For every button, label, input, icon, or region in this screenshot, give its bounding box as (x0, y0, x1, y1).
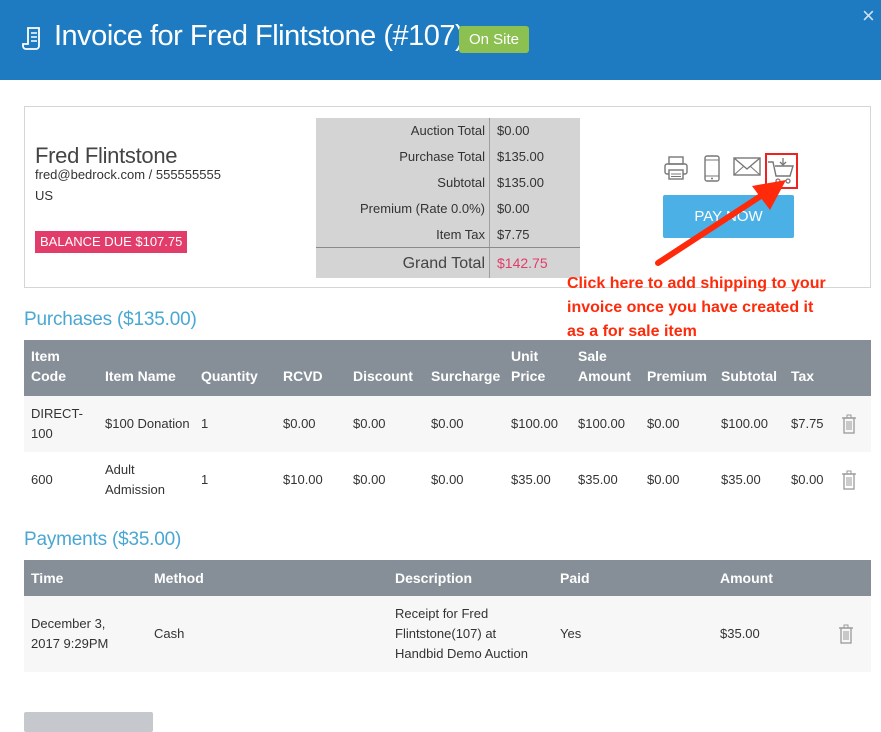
table-cell: $35.00 (713, 596, 831, 672)
table-row: December 3, 2017 9:29PM Cash Receipt for… (24, 596, 871, 672)
table-cell: 1 (194, 396, 276, 452)
table-cell: $10.00 (283, 472, 323, 487)
payments-title: Payments ($35.00) (24, 529, 182, 550)
totals-label: Subtotal (437, 175, 485, 190)
shipping-annotation: Click here to add shipping to your invoi… (567, 275, 826, 340)
column-header[interactable]: Item Name (98, 340, 194, 396)
purchases-header-row: Item Code Item Name Quantity RCVD Discou… (24, 340, 871, 396)
totals-row: Auction Total $0.00 (316, 118, 580, 144)
table-cell (831, 596, 871, 672)
table-row: 600 Adult Admission 1 $10.00 $0.00 $0.00… (24, 452, 871, 508)
column-header[interactable]: Item Code (24, 340, 98, 396)
mobile-icon[interactable] (703, 155, 721, 183)
customer-name: Fred Flintstone (35, 143, 178, 168)
invoice-header: Invoice for Fred Flintstone (#107) On Si… (0, 0, 881, 80)
table-cell: $0.00 (431, 472, 464, 487)
table-cell: $100.00 (571, 396, 640, 452)
totals-label: Purchase Total (399, 149, 485, 164)
column-header[interactable]: Subtotal (714, 340, 784, 396)
invoice-actions (663, 155, 803, 191)
purchases-title: Purchases ($135.00) (24, 309, 197, 330)
table-cell: Adult Admission (105, 462, 165, 497)
invoice-summary: Fred Flintstone fred@bedrock.com / 55555… (24, 106, 871, 288)
receipt-icon (22, 27, 40, 50)
table-row: DIRECT-100 $100 Donation 1 $0.00 $0.00 $… (24, 396, 871, 452)
column-header[interactable]: Quantity (194, 340, 276, 396)
customer-country: US (35, 188, 54, 203)
printer-icon[interactable] (663, 155, 689, 181)
grand-total-label: Grand Total (402, 255, 485, 272)
column-header[interactable]: Method (147, 560, 388, 596)
table-cell: $100 Donation (98, 396, 194, 452)
column-header[interactable]: Sale Amount (571, 340, 640, 396)
customer-contact: fred@bedrock.com / 555555555 (35, 167, 221, 182)
totals-label: Auction Total (410, 123, 485, 138)
close-icon[interactable]: × (862, 3, 875, 28)
payments-table: Time Method Description Paid Amount Dece… (24, 560, 871, 672)
totals-row: Subtotal $135.00 (316, 170, 580, 196)
totals-row: Premium (Rate 0.0%) $0.00 (316, 196, 580, 222)
table-cell: 600 (31, 472, 53, 487)
purchases-table: Item Code Item Name Quantity RCVD Discou… (24, 340, 871, 508)
invoice-title: Invoice for Fred Flintstone (#107) (54, 20, 465, 52)
column-header[interactable]: Paid (553, 560, 713, 596)
column-header[interactable]: Amount (713, 560, 831, 596)
table-cell: $7.75 (784, 396, 834, 452)
table-cell: $0.00 (424, 396, 504, 452)
email-icon[interactable] (733, 155, 761, 177)
table-cell: Yes (553, 596, 713, 672)
table-cell: December 3, 2017 9:29PM (24, 596, 147, 672)
totals-value: $7.75 (497, 227, 530, 242)
status-badge: On Site (459, 26, 530, 53)
table-cell (834, 396, 871, 452)
grand-total-value: $142.75 (497, 255, 548, 271)
totals-row: Purchase Total $135.00 (316, 144, 580, 170)
column-header (831, 560, 871, 596)
totals-row: Item Tax $7.75 (316, 222, 580, 248)
annotation-arrow (655, 180, 786, 266)
table-cell: DIRECT-100 (24, 396, 98, 452)
totals-rule (316, 247, 580, 248)
table-cell: $0.00 (647, 472, 680, 487)
trash-icon[interactable] (841, 470, 857, 490)
table-cell: $35.00 (721, 472, 761, 487)
table-cell (834, 452, 871, 508)
totals-value: $0.00 (497, 201, 530, 216)
totals-panel: Auction Total $0.00 Purchase Total $135.… (316, 118, 580, 278)
totals-label: Premium (Rate 0.0%) (360, 201, 485, 216)
table-cell: $0.00 (791, 472, 824, 487)
column-header[interactable]: Description (388, 560, 553, 596)
column-header (834, 340, 871, 396)
grand-total-row: Grand Total $142.75 (316, 249, 580, 278)
payments-header-row: Time Method Description Paid Amount (24, 560, 871, 596)
table-cell: Receipt for Fred Flintstone(107) at Hand… (388, 596, 553, 672)
totals-value: $135.00 (497, 149, 544, 164)
table-cell: $0.00 (640, 396, 714, 452)
totals-value: $135.00 (497, 175, 544, 190)
column-header[interactable]: RCVD (276, 340, 346, 396)
table-cell: $35.00 (511, 472, 551, 487)
table-cell: $0.00 (276, 396, 346, 452)
trash-icon[interactable] (838, 624, 854, 644)
table-cell: $100.00 (714, 396, 784, 452)
trash-icon[interactable] (841, 414, 857, 434)
table-cell: $0.00 (346, 396, 424, 452)
column-header[interactable]: Surcharge (424, 340, 504, 396)
column-header[interactable]: Premium (640, 340, 714, 396)
column-header[interactable]: Unit Price (504, 340, 571, 396)
table-cell: $35.00 (578, 472, 618, 487)
totals-value: $0.00 (497, 123, 530, 138)
table-cell: 1 (201, 472, 209, 487)
column-header[interactable]: Discount (346, 340, 424, 396)
column-header[interactable]: Time (24, 560, 147, 596)
table-cell: $100.00 (504, 396, 571, 452)
table-cell: Cash (147, 596, 388, 672)
column-header[interactable]: Tax (784, 340, 834, 396)
table-cell: $0.00 (353, 472, 386, 487)
totals-divider (489, 118, 490, 278)
footer-button[interactable] (24, 712, 153, 732)
totals-label: Item Tax (436, 227, 485, 242)
balance-due-badge: BALANCE DUE $107.75 (35, 231, 188, 253)
